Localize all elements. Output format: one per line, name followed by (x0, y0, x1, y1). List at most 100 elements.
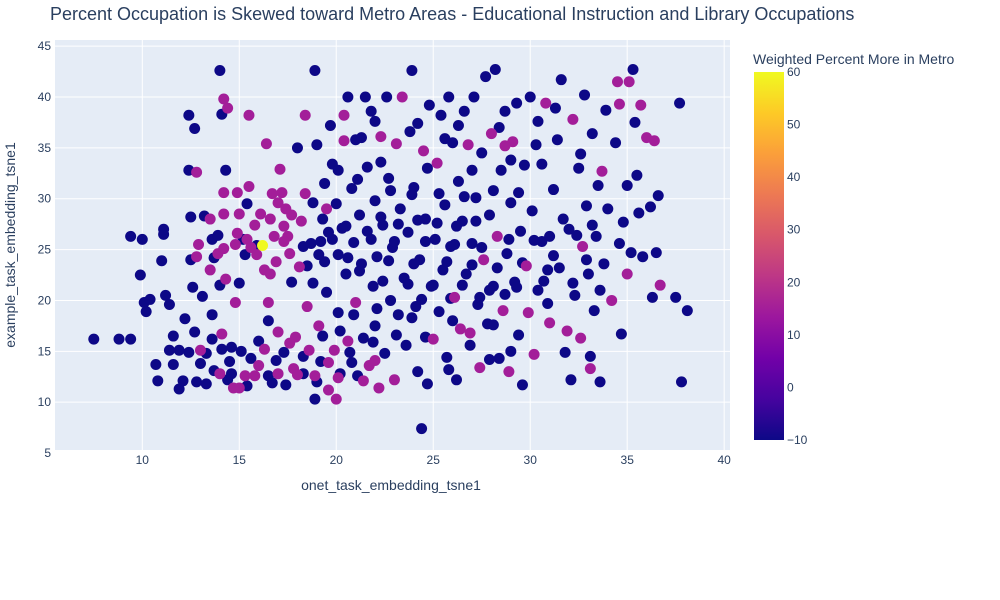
scatter-point (346, 183, 358, 195)
scatter-point (357, 375, 369, 387)
scatter-point (513, 187, 525, 199)
y-tick-label: 20 (38, 293, 52, 307)
scatter-point (394, 203, 406, 215)
scatter-point (371, 303, 383, 315)
scatter-point (454, 323, 466, 335)
scatter-point (470, 192, 482, 204)
scatter-point (286, 276, 298, 288)
scatter-point (257, 240, 269, 252)
x-tick-label: 20 (330, 453, 344, 467)
scatter-point (451, 374, 463, 386)
scatter-point (449, 291, 461, 303)
scatter-point (416, 293, 428, 305)
scatter-point (276, 187, 288, 199)
scatter-point (235, 345, 247, 357)
scatter-point (623, 76, 635, 88)
scatter-point (650, 247, 662, 259)
scatter-point (493, 121, 505, 133)
scatter-point (313, 320, 325, 332)
scatter-point (152, 375, 164, 387)
scatter-point (557, 213, 569, 225)
scatter-point (435, 109, 447, 121)
scatter-point (125, 333, 137, 345)
scatter-point (458, 191, 470, 203)
colorbar-tick-label: 60 (787, 65, 801, 79)
scatter-point (338, 135, 350, 147)
scatter-point (183, 346, 195, 358)
y-tick-label: 30 (38, 192, 52, 206)
scatter-point (499, 105, 511, 117)
scatter-point (580, 254, 592, 266)
scatter-point (627, 64, 639, 76)
scatter-point (140, 306, 152, 318)
scatter-point (322, 226, 334, 238)
scatter-point (355, 132, 367, 144)
scatter-point (206, 309, 218, 321)
scatter-point (670, 291, 682, 303)
scatter-point (309, 370, 321, 382)
scatter-point (487, 319, 499, 331)
scatter-point (113, 333, 125, 345)
scatter-point (493, 352, 505, 364)
scatter-point (421, 378, 433, 390)
scatter-point (150, 359, 162, 371)
scatter-point (321, 203, 333, 215)
scatter-point (266, 188, 278, 200)
scatter-point (406, 312, 418, 324)
scatter-point (613, 237, 625, 249)
scatter-point (505, 154, 517, 166)
scatter-point (218, 243, 230, 255)
scatter-point (330, 393, 342, 405)
colorbar-tick-label: 20 (787, 275, 801, 289)
scatter-point (592, 179, 604, 191)
scatter-point (319, 177, 331, 189)
scatter-point (220, 164, 232, 176)
scatter-point (160, 289, 172, 301)
scatter-point (231, 227, 243, 239)
scatter-point (483, 209, 495, 221)
scatter-point (390, 329, 402, 341)
scatter-point (505, 197, 517, 209)
scatter-point (443, 91, 455, 103)
scatter-point (602, 203, 614, 215)
scatter-point (272, 326, 284, 338)
scatter-point (224, 355, 236, 367)
scatter-point (631, 169, 643, 181)
scatter-point (402, 226, 414, 238)
scatter-point (179, 313, 191, 325)
scatter-point (447, 315, 459, 327)
scatter-point (584, 363, 596, 375)
scatter-point (443, 364, 455, 376)
scatter-point (383, 255, 395, 267)
scatter-point (522, 307, 534, 319)
scatter-point (214, 368, 226, 380)
colorbar-tick-label: −10 (787, 433, 808, 447)
scatter-point (251, 249, 263, 261)
scatter-point (278, 346, 290, 358)
scatter-point (483, 353, 495, 365)
scatter-point (226, 341, 238, 353)
scatter-point (336, 222, 348, 234)
scatter-point (291, 142, 303, 154)
scatter-point (452, 119, 464, 131)
scatter-point (383, 172, 395, 184)
scatter-point (260, 138, 272, 150)
colorbar-tick-label: 50 (787, 118, 801, 132)
scatter-point (330, 198, 342, 210)
scatter-point (185, 211, 197, 223)
scatter-point (579, 89, 591, 101)
scatter-point (365, 105, 377, 117)
scatter-point (379, 347, 391, 359)
scatter-point (594, 376, 606, 388)
scatter-point (322, 357, 334, 369)
scatter-point (476, 242, 488, 254)
scatter-point (367, 280, 379, 292)
scatter-point (218, 187, 230, 199)
scatter-point (354, 209, 366, 221)
scatter-point (332, 164, 344, 176)
scatter-point (421, 162, 433, 174)
scatter-point (633, 207, 645, 219)
scatter-point (392, 218, 404, 230)
x-axis-ticks: 10 15 20 25 30 35 40 (136, 453, 732, 467)
